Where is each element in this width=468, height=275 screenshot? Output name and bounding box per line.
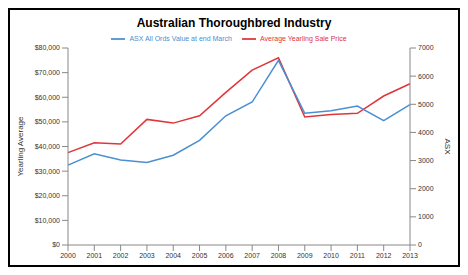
- svg-text:Yearling Average: Yearling Average: [16, 116, 25, 177]
- svg-text:2009: 2009: [297, 252, 313, 259]
- svg-text:1000: 1000: [418, 213, 434, 220]
- svg-text:5000: 5000: [418, 101, 434, 108]
- svg-text:2010: 2010: [323, 252, 339, 259]
- svg-text:7000: 7000: [418, 44, 434, 51]
- svg-text:ASX: ASX: [443, 138, 452, 155]
- svg-text:$40,000: $40,000: [35, 143, 60, 150]
- svg-text:2006: 2006: [218, 252, 234, 259]
- svg-text:2000: 2000: [60, 252, 76, 259]
- svg-text:2003: 2003: [139, 252, 155, 259]
- svg-text:2012: 2012: [376, 252, 392, 259]
- svg-text:2007: 2007: [244, 252, 260, 259]
- svg-text:6000: 6000: [418, 73, 434, 80]
- svg-text:$10,000: $10,000: [35, 217, 60, 224]
- svg-text:2001: 2001: [87, 252, 103, 259]
- svg-text:$80,000: $80,000: [35, 44, 60, 51]
- svg-text:2004: 2004: [165, 252, 181, 259]
- svg-text:2011: 2011: [350, 252, 365, 259]
- svg-text:2000: 2000: [418, 185, 434, 192]
- svg-text:$20,000: $20,000: [35, 192, 60, 199]
- svg-text:$60,000: $60,000: [35, 94, 60, 101]
- svg-text:$0: $0: [52, 241, 60, 248]
- svg-text:2008: 2008: [271, 252, 287, 259]
- svg-text:2002: 2002: [113, 252, 129, 259]
- svg-text:$30,000: $30,000: [35, 168, 60, 175]
- svg-text:3000: 3000: [418, 157, 434, 164]
- html-text:Australian Thoroughbred Indust: Australian Thoroughbred Industry: [136, 16, 332, 30]
- svg-text:4000: 4000: [418, 129, 434, 136]
- svg-text:$50,000: $50,000: [35, 118, 60, 125]
- svg-text:0: 0: [418, 241, 422, 248]
- svg-text:$70,000: $70,000: [35, 69, 60, 76]
- html-text:ASX All Ords Value at end Marc: ASX All Ords Value at end March: [129, 34, 232, 42]
- html-text:Average Yearling Sale Price: Average Yearling Sale Price: [260, 34, 347, 42]
- svg-text:2005: 2005: [192, 252, 208, 259]
- svg-text:2013: 2013: [402, 252, 418, 259]
